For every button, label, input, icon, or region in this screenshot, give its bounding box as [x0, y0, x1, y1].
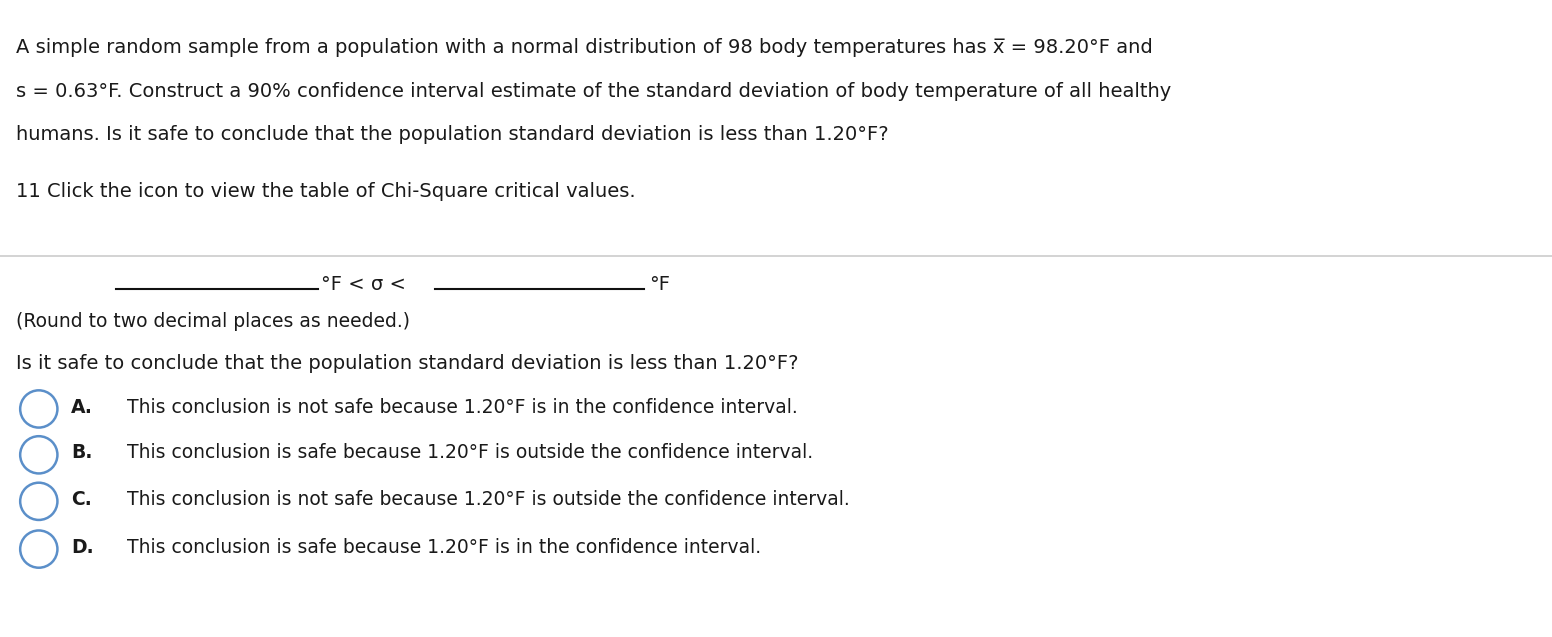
Text: Is it safe to conclude that the population standard deviation is less than 1.20°: Is it safe to conclude that the populati… — [16, 354, 798, 373]
Text: This conclusion is safe because 1.20°F is in the confidence interval.: This conclusion is safe because 1.20°F i… — [115, 538, 760, 557]
Text: 11 Click the icon to view the table of Chi-Square critical values.: 11 Click the icon to view the table of C… — [16, 182, 635, 201]
Text: This conclusion is not safe because 1.20°F is outside the confidence interval.: This conclusion is not safe because 1.20… — [115, 490, 849, 509]
Text: (Round to two decimal places as needed.): (Round to two decimal places as needed.) — [16, 312, 410, 331]
Text: humans. Is it safe to conclude that the population standard deviation is less th: humans. Is it safe to conclude that the … — [16, 125, 888, 144]
Text: s = 0.63°F. Construct a 90% confidence interval estimate of the standard deviati: s = 0.63°F. Construct a 90% confidence i… — [16, 82, 1170, 101]
Text: A simple random sample from a population with a normal distribution of 98 body t: A simple random sample from a population… — [16, 38, 1152, 57]
Text: °F < σ <: °F < σ < — [321, 275, 407, 294]
Text: This conclusion is safe because 1.20°F is outside the confidence interval.: This conclusion is safe because 1.20°F i… — [115, 443, 813, 462]
Text: This conclusion is not safe because 1.20°F is in the confidence interval.: This conclusion is not safe because 1.20… — [115, 397, 798, 417]
Text: C.: C. — [71, 490, 92, 509]
Text: A.: A. — [71, 397, 93, 417]
Text: °F: °F — [649, 275, 670, 294]
Text: B.: B. — [71, 443, 93, 462]
Text: D.: D. — [71, 538, 95, 557]
